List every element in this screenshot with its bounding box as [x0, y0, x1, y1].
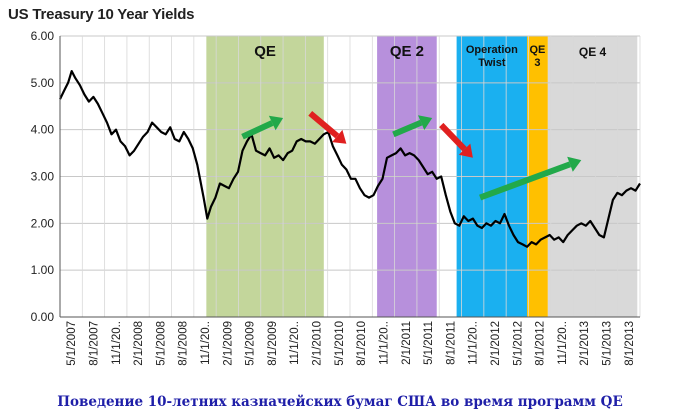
x-tick-label: 8/1/2009	[267, 321, 279, 366]
x-tick-label: 11/1/20..	[289, 321, 301, 365]
y-tick-label: 1.00	[31, 263, 55, 277]
trend-arrow-shaft-2	[392, 119, 423, 138]
y-tick-label: 5.00	[31, 76, 55, 90]
x-tick-label: 5/1/2010	[334, 321, 346, 366]
x-tick-label: 5/1/2009	[245, 321, 257, 366]
y-tick-label: 3.00	[31, 170, 55, 184]
chart-caption: Поведение 10-летних казначейских бумаг С…	[57, 394, 623, 410]
yield-series	[59, 70, 641, 248]
chart-title: US Treasury 10 Year Yields	[8, 6, 195, 23]
axes	[59, 36, 640, 318]
x-tick-label: 2/1/2013	[579, 321, 591, 366]
trend-arrow-shaft-3	[439, 122, 467, 152]
x-tick-label: 11/1/20..	[378, 321, 390, 365]
trend-arrows	[241, 110, 582, 201]
trend-arrow-head-1	[332, 129, 347, 144]
x-tick-label: 5/1/2013	[602, 321, 614, 366]
x-tick-label: 5/1/2012	[512, 321, 524, 366]
trend-arrow-shaft-4	[479, 161, 572, 201]
x-tick-label: 2/1/2009	[222, 321, 234, 366]
x-tick-label: 11/1/20..	[200, 321, 212, 365]
band-label-0: QE	[254, 43, 276, 60]
x-tick-label: 5/1/2007	[66, 321, 78, 366]
x-tick-label: 11/1/20..	[111, 321, 123, 365]
x-tick-label: 2/1/2008	[133, 321, 145, 366]
y-tick-label: 6.00	[31, 29, 55, 43]
trend-arrow-shaft-0	[241, 120, 274, 140]
band-label-2-1: Twist	[478, 57, 506, 69]
y-tick-label: 0.00	[31, 310, 55, 324]
x-tick-label: 5/1/2008	[155, 321, 167, 366]
x-tick-label: 8/1/2011	[445, 321, 457, 365]
x-tick-label: 8/1/2007	[88, 321, 100, 366]
band-label-3-0: QE	[530, 44, 546, 56]
band-label-4: QE 4	[579, 45, 607, 59]
x-tick-label: 5/1/2011	[423, 321, 435, 365]
x-tick-label: 11/1/20..	[468, 321, 480, 365]
trend-arrow-shaft-1	[308, 110, 340, 139]
x-tick-label: 8/1/2010	[356, 321, 368, 366]
band-label-2-0: Operation	[466, 44, 518, 56]
y-tick-labels: 0.00 1.00 2.00 3.00 4.00 5.00 6.00	[31, 29, 55, 324]
x-tick-label: 2/1/2011	[401, 321, 413, 365]
y-tick-label: 2.00	[31, 216, 55, 230]
x-tick-label: 8/1/2012	[535, 321, 547, 366]
x-tick-label: 8/1/2013	[624, 321, 636, 366]
x-tick-labels: 5/1/2007 8/1/2007 11/1/20.. 2/1/2008 5/1/200…	[66, 321, 636, 366]
trend-arrow-head-0	[268, 115, 284, 131]
x-tick-label: 11/1/20..	[557, 321, 569, 365]
trend-arrow-head-4	[567, 156, 582, 172]
band-label-3-1: 3	[534, 57, 540, 69]
x-tick-label: 2/1/2012	[490, 321, 502, 366]
series-line-0	[59, 70, 641, 248]
x-tick-label: 8/1/2008	[178, 321, 190, 366]
trend-arrow-head-2	[418, 115, 433, 130]
y-tick-label: 4.00	[31, 123, 55, 137]
x-tick-label: 2/1/2010	[312, 321, 324, 366]
band-label-1: QE 2	[390, 43, 424, 60]
trend-arrow-head-3	[458, 143, 473, 158]
